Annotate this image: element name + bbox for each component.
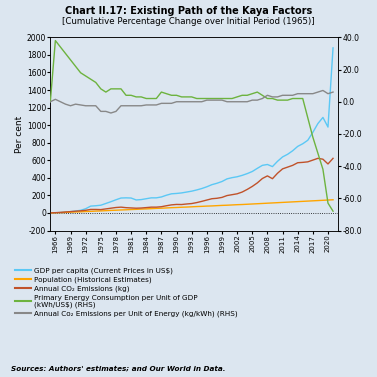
Y-axis label: Per cent: Per cent: [15, 115, 24, 153]
Legend: GDP per capita (Current Prices in US$), Population (Historical Estimates), Annua: GDP per capita (Current Prices in US$), …: [15, 268, 238, 317]
Text: Chart II.17: Existing Path of the Kaya Factors: Chart II.17: Existing Path of the Kaya F…: [65, 6, 312, 16]
Text: Sources: Authors' estimates; and Our World in Data.: Sources: Authors' estimates; and Our Wor…: [11, 365, 226, 371]
Text: [Cumulative Percentage Change over Initial Period (1965)]: [Cumulative Percentage Change over Initi…: [62, 17, 315, 26]
